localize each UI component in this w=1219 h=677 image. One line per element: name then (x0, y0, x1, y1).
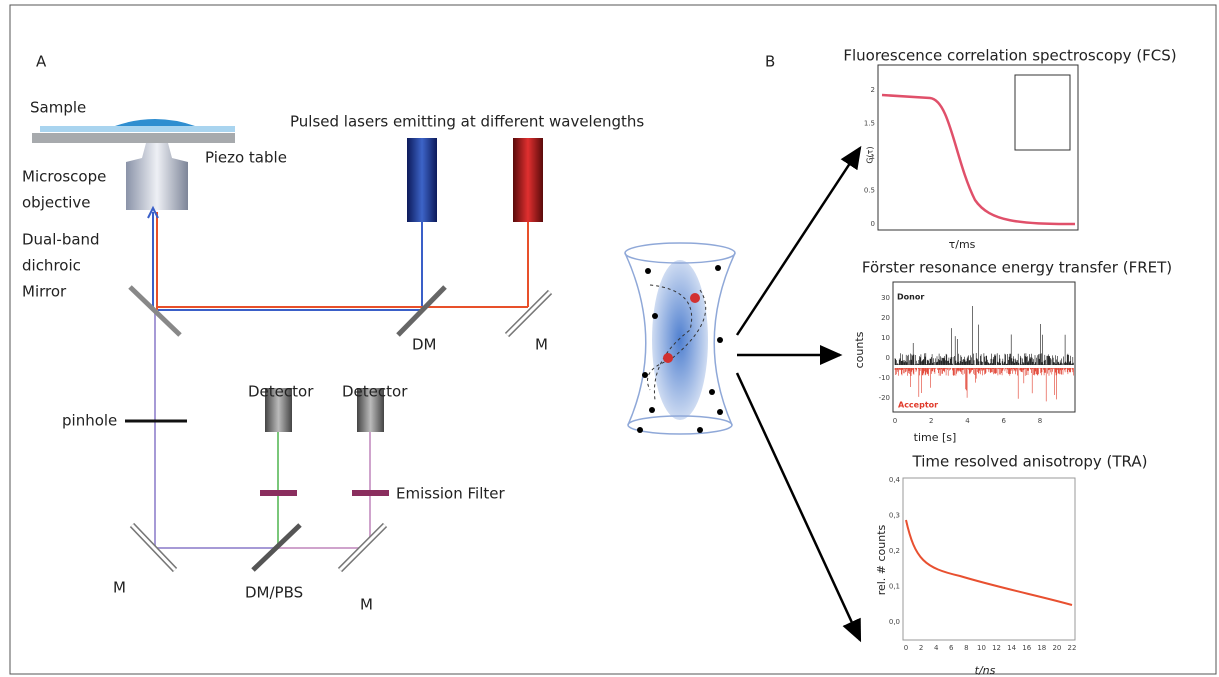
x-tick-label: 8 (1038, 417, 1042, 425)
label: M (360, 596, 373, 614)
x-tick-label: 10 (977, 644, 986, 652)
label: Emission Filter (396, 485, 505, 503)
y-tick-label: 30 (881, 294, 890, 302)
y-tick-label: 0 (871, 220, 875, 228)
label: M (535, 336, 548, 354)
x-tick-label: 2 (929, 417, 933, 425)
panel-label: B (765, 53, 775, 71)
label: pinhole (62, 412, 117, 430)
label: Pulsed lasers emitting at different wave… (290, 113, 644, 131)
laser-red (513, 138, 543, 222)
title: Time resolved anisotropy (TRA) (912, 453, 1148, 471)
label: Microscope (22, 168, 106, 186)
label: M (113, 579, 126, 597)
sample-drop (115, 119, 195, 126)
title: Fluorescence correlation spectroscopy (F… (843, 47, 1176, 65)
label: Detector (342, 383, 408, 401)
filter (352, 490, 389, 496)
y-tick-label: 0 (886, 354, 890, 362)
x-tick-label: 8 (964, 644, 968, 652)
label: objective (22, 194, 91, 212)
focal-volume (625, 243, 735, 434)
label: Sample (30, 99, 86, 117)
y-tick-label: 0,1 (889, 583, 900, 591)
x-tick-label: 0 (904, 644, 908, 652)
x-tick-label: 0 (893, 417, 897, 425)
legend-box (1015, 75, 1070, 150)
axis-label: t/ns (975, 664, 996, 677)
arrows (737, 148, 860, 640)
x-tick-label: 18 (1037, 644, 1046, 652)
x-tick-label: 22 (1068, 644, 1077, 652)
y-tick-label: 0.5 (864, 187, 875, 195)
x-tick-label: 20 (1052, 644, 1061, 652)
label: DM (412, 336, 437, 354)
y-tick-label: -20 (879, 394, 890, 402)
legend-label: Donor (897, 293, 924, 302)
y-tick-label: 2 (871, 86, 875, 94)
y-tick-label: 0,2 (889, 547, 900, 555)
axis-label: time [s] (914, 431, 957, 444)
x-tick-label: 2 (919, 644, 923, 652)
legend-label: Acceptor (898, 401, 938, 410)
label: Piezo table (205, 149, 287, 167)
x-tick-label: 12 (992, 644, 1001, 652)
filter (260, 490, 297, 496)
y-tick-label: 1.5 (864, 120, 875, 128)
panel-label: A (36, 53, 47, 71)
plot-frame (893, 282, 1075, 412)
sample-layer (40, 126, 235, 132)
plot-frame (903, 478, 1075, 640)
x-tick-label: 4 (965, 417, 970, 425)
label: Dual-band (22, 231, 100, 249)
figure: A Sample Piezo table Microscope objectiv… (0, 0, 1219, 677)
title: Förster resonance energy transfer (FRET) (862, 259, 1172, 277)
x-tick-label: 14 (1007, 644, 1016, 652)
x-tick-label: 4 (934, 644, 939, 652)
y-tick-label: 20 (881, 314, 890, 322)
axis-label: counts (853, 331, 866, 368)
y-tick-label: 1 (871, 153, 875, 161)
y-tick-label: -10 (879, 374, 890, 382)
label: DM/PBS (245, 584, 303, 602)
objective (126, 143, 188, 210)
y-tick-label: 0,4 (889, 476, 901, 484)
label: dichroic (22, 257, 81, 275)
label: Mirror (22, 283, 67, 301)
x-tick-label: 16 (1022, 644, 1031, 652)
axis-label: τ/ms (949, 238, 976, 251)
stage (32, 133, 235, 143)
y-tick-label: 10 (881, 334, 890, 342)
laser-blue (407, 138, 437, 222)
x-tick-label: 6 (1002, 417, 1007, 425)
axis-label: rel. # counts (875, 524, 888, 595)
label: Detector (248, 383, 314, 401)
y-tick-label: 0,3 (889, 512, 900, 520)
x-tick-label: 6 (949, 644, 954, 652)
y-tick-label: 0,0 (889, 618, 900, 626)
